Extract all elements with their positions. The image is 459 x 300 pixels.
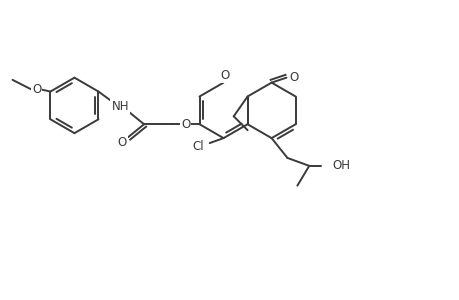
Text: Cl: Cl	[191, 140, 203, 152]
Text: O: O	[289, 71, 298, 84]
Text: O: O	[118, 136, 127, 148]
Text: OH: OH	[331, 159, 349, 172]
Text: O: O	[181, 118, 190, 131]
Text: O: O	[219, 69, 229, 82]
Text: NH: NH	[111, 100, 129, 113]
Text: O: O	[32, 83, 41, 96]
